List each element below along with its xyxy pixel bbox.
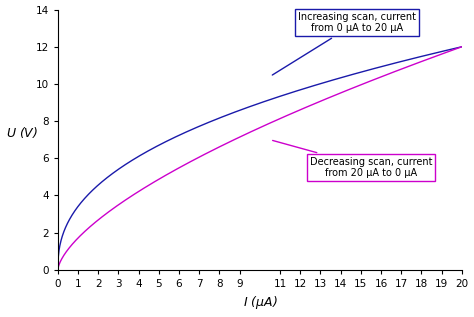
Text: Decreasing scan, current
from 20 μA to 0 μA: Decreasing scan, current from 20 μA to 0… [273,140,432,178]
X-axis label: $I$ ($\mu$A): $I$ ($\mu$A) [243,294,277,311]
Text: Increasing scan, current
from 0 μA to 20 μA: Increasing scan, current from 0 μA to 20… [272,12,416,75]
Y-axis label: $U$ (V): $U$ (V) [6,125,38,140]
